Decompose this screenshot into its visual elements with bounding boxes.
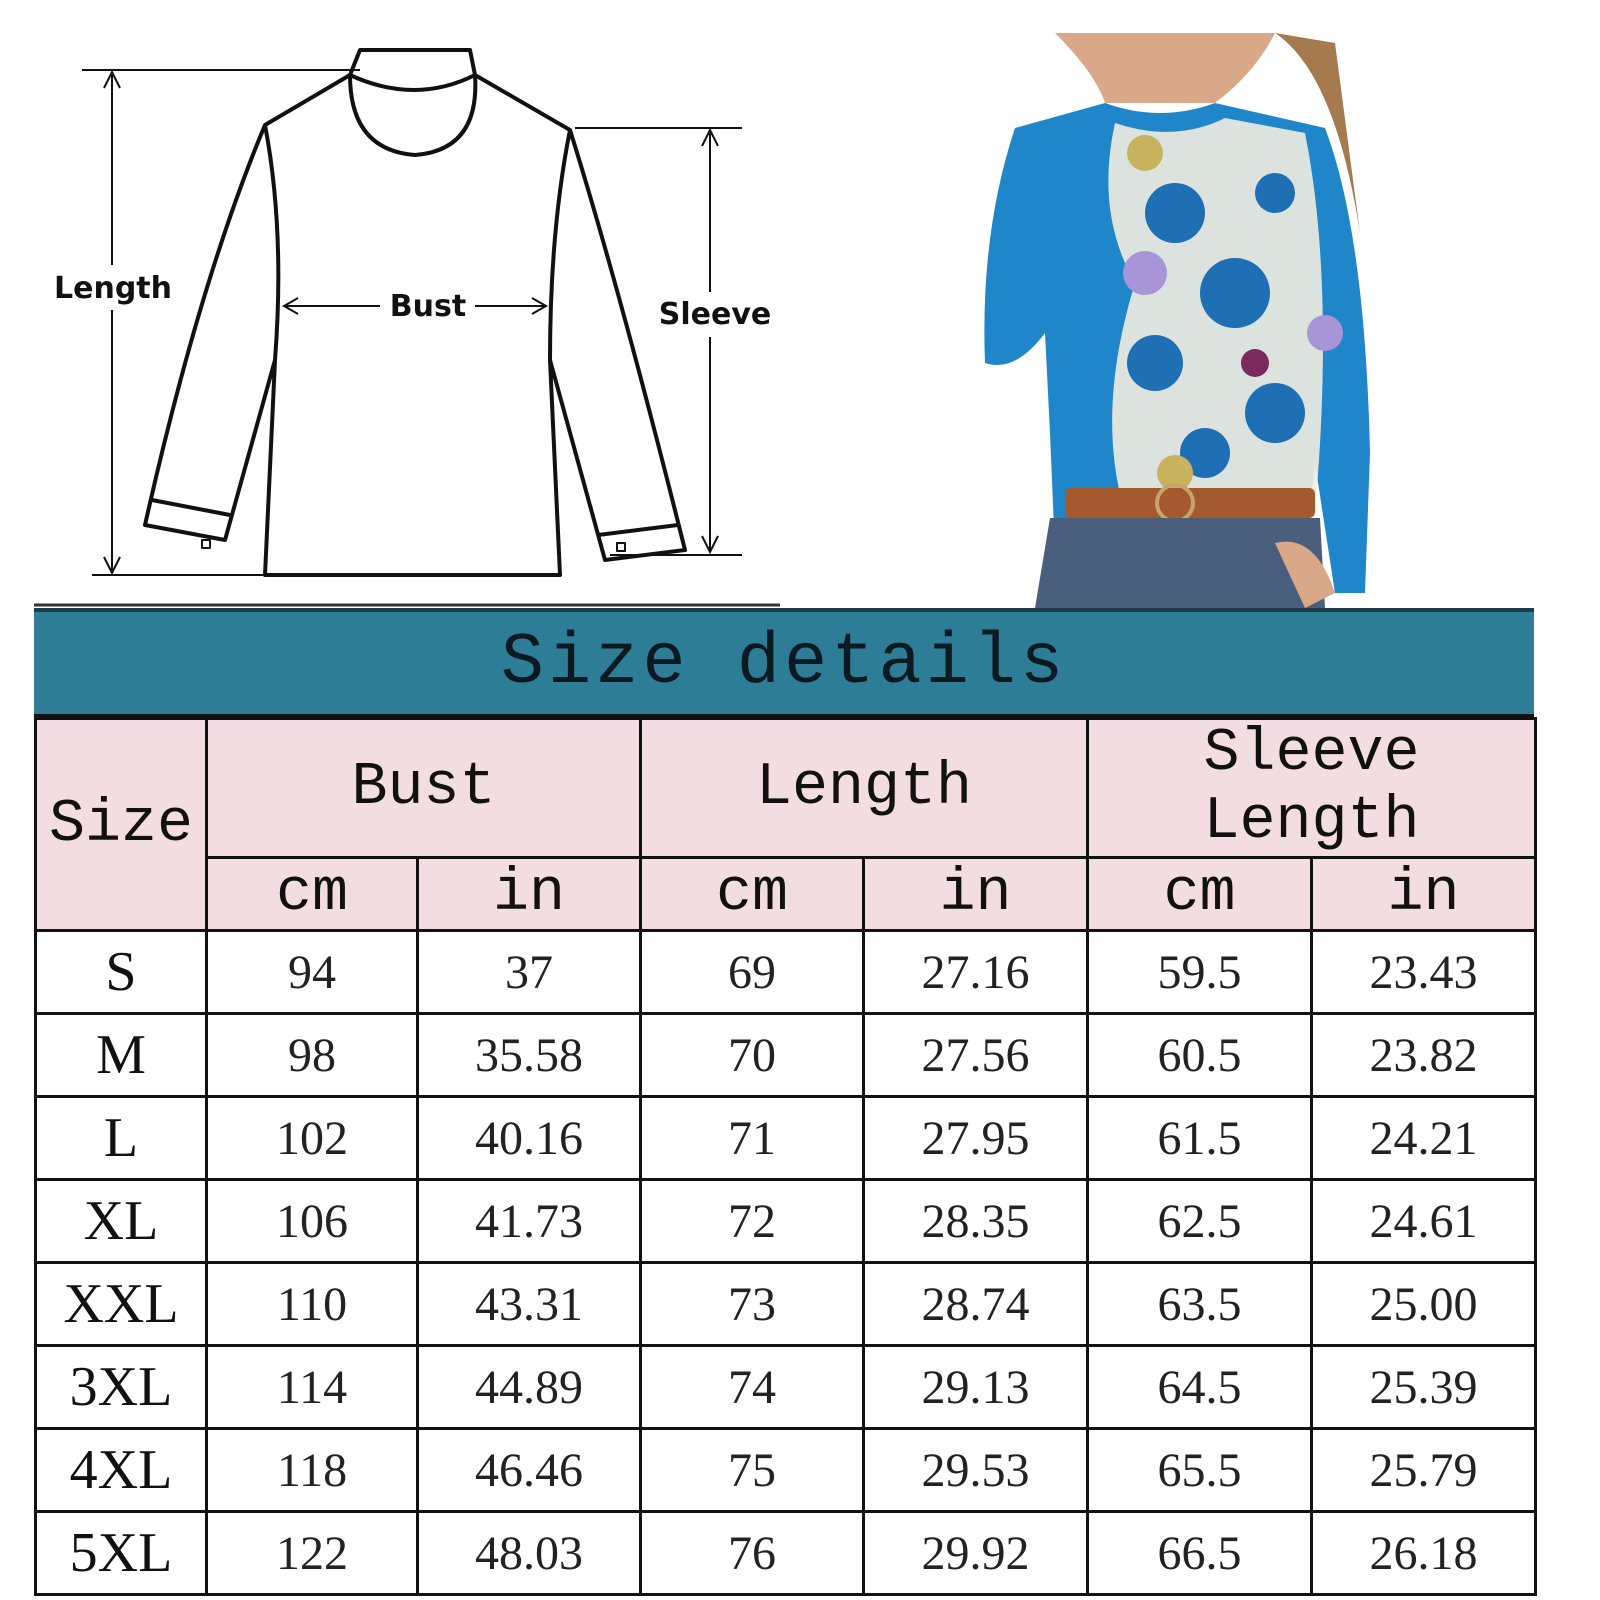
value-cell: 29.13 <box>861 1344 1090 1430</box>
sleeve-label: Sleeve <box>659 297 772 332</box>
unit-header: cm <box>205 856 419 932</box>
unit-header: in <box>416 856 642 932</box>
value-cell: 37 <box>416 929 642 1015</box>
value-cell: 40.16 <box>416 1095 642 1181</box>
bust-label: Bust <box>390 289 466 324</box>
value-cell: 27.16 <box>861 929 1090 1015</box>
value-cell: 102 <box>205 1095 419 1181</box>
value-cell: 70 <box>639 1012 865 1098</box>
size-cell: 3XL <box>34 1344 208 1430</box>
size-details-title: Size details <box>500 622 1068 704</box>
value-cell: 106 <box>205 1178 419 1264</box>
value-cell: 62.5 <box>1086 1178 1314 1264</box>
table-row: S 94 37 69 27.16 59.5 23.43 <box>34 929 1538 1015</box>
value-cell: 27.95 <box>861 1095 1090 1181</box>
table-row: XL 106 41.73 72 28.35 62.5 24.61 <box>34 1178 1538 1264</box>
value-cell: 71 <box>639 1095 865 1181</box>
value-cell: 66.5 <box>1086 1510 1314 1596</box>
unit-header: cm <box>1086 856 1314 932</box>
size-cell: M <box>34 1012 208 1098</box>
value-cell: 118 <box>205 1427 419 1513</box>
size-chart: Size details Size Bust Length Sleeve Len… <box>34 608 1538 1596</box>
shirt-measurement-diagram: Length Bust Sleeve <box>34 48 780 607</box>
value-cell: 25.79 <box>1310 1427 1538 1513</box>
size-cell: XL <box>34 1178 208 1264</box>
table-row: 5XL 122 48.03 76 29.92 66.5 26.18 <box>34 1510 1538 1596</box>
value-cell: 76 <box>639 1510 865 1596</box>
value-cell: 59.5 <box>1086 929 1314 1015</box>
size-cell: XXL <box>34 1261 208 1347</box>
value-cell: 24.61 <box>1310 1178 1538 1264</box>
value-cell: 110 <box>205 1261 419 1347</box>
size-cell: S <box>34 929 208 1015</box>
value-cell: 69 <box>639 929 865 1015</box>
value-cell: 98 <box>205 1012 419 1098</box>
value-cell: 64.5 <box>1086 1344 1314 1430</box>
value-cell: 75 <box>639 1427 865 1513</box>
value-cell: 63.5 <box>1086 1261 1314 1347</box>
value-cell: 35.58 <box>416 1012 642 1098</box>
size-cell: L <box>34 1095 208 1181</box>
unit-header: cm <box>639 856 865 932</box>
value-cell: 73 <box>639 1261 865 1347</box>
unit-header: in <box>1310 856 1538 932</box>
length-label: Length <box>54 271 172 306</box>
table-row: XXL 110 43.31 73 28.74 63.5 25.00 <box>34 1261 1538 1347</box>
length-header: Length <box>638 717 1090 859</box>
value-cell: 28.74 <box>861 1261 1090 1347</box>
value-cell: 114 <box>205 1344 419 1430</box>
value-cell: 72 <box>639 1178 865 1264</box>
value-cell: 28.35 <box>861 1178 1090 1264</box>
value-cell: 46.46 <box>416 1427 642 1513</box>
value-cell: 122 <box>205 1510 419 1596</box>
value-cell: 29.53 <box>861 1427 1090 1513</box>
value-cell: 27.56 <box>861 1012 1090 1098</box>
value-cell: 48.03 <box>416 1510 642 1596</box>
value-cell: 74 <box>639 1344 865 1430</box>
size-cell: 5XL <box>34 1510 208 1596</box>
table-row: M 98 35.58 70 27.56 60.5 23.82 <box>34 1012 1538 1098</box>
table-row: L 102 40.16 71 27.95 61.5 24.21 <box>34 1095 1538 1181</box>
value-cell: 41.73 <box>416 1178 642 1264</box>
size-details-title-band: Size details <box>34 608 1534 717</box>
value-cell: 25.00 <box>1310 1261 1538 1347</box>
value-cell: 29.92 <box>861 1510 1090 1596</box>
unit-header: in <box>861 856 1090 932</box>
value-cell: 23.82 <box>1310 1012 1538 1098</box>
value-cell: 43.31 <box>416 1261 642 1347</box>
bust-header: Bust <box>205 717 642 859</box>
value-cell: 61.5 <box>1086 1095 1314 1181</box>
value-cell: 44.89 <box>416 1344 642 1430</box>
table-row: 4XL 118 46.46 75 29.53 65.5 25.79 <box>34 1427 1538 1513</box>
size-table: Size Bust Length Sleeve Length cm in cm in c… <box>34 717 1538 1596</box>
value-cell: 94 <box>205 929 419 1015</box>
size-header: Size <box>34 717 208 932</box>
value-cell: 24.21 <box>1310 1095 1538 1181</box>
size-cell: 4XL <box>34 1427 208 1513</box>
product-photo <box>984 33 1370 608</box>
value-cell: 25.39 <box>1310 1344 1538 1430</box>
table-row: 3XL 114 44.89 74 29.13 64.5 25.39 <box>34 1344 1538 1430</box>
value-cell: 26.18 <box>1310 1510 1538 1596</box>
sleeve-length-header: Sleeve Length <box>1086 717 1538 859</box>
value-cell: 60.5 <box>1086 1012 1314 1098</box>
value-cell: 65.5 <box>1086 1427 1314 1513</box>
value-cell: 23.43 <box>1310 929 1538 1015</box>
